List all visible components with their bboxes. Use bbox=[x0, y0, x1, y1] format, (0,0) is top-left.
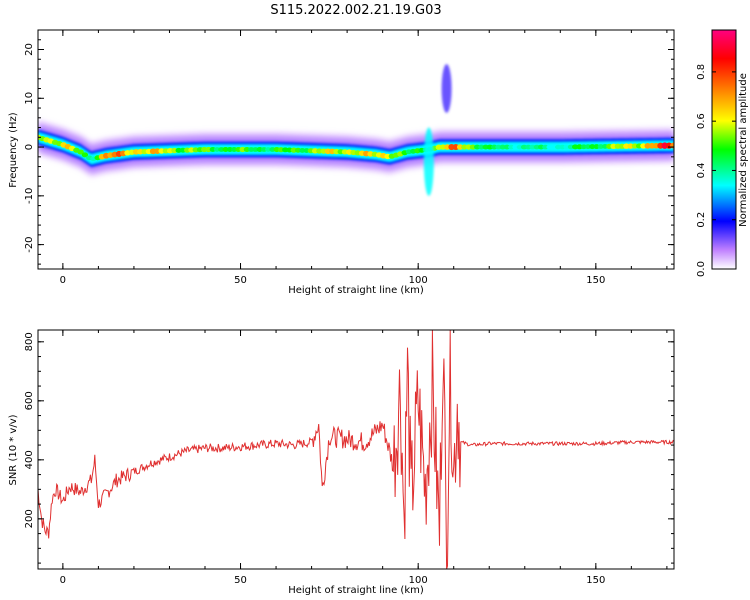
spectrogram-xlabel: Height of straight line (km) bbox=[288, 285, 424, 296]
spectrogram-band-1 bbox=[38, 131, 674, 165]
colorbar-tick-label-4: 0.8 bbox=[696, 64, 707, 80]
colorbar-ticks: 0.0 0.2 0.4 0.6 0.8 bbox=[696, 64, 736, 277]
snr-frame bbox=[37, 329, 675, 570]
spectrogram-ylabel: Frequency (Hz) bbox=[8, 112, 19, 188]
x-tick-label-0: 0 bbox=[60, 275, 66, 286]
y-tick-label-0: 200 bbox=[24, 509, 35, 528]
y-tick-label-3: 10 bbox=[24, 92, 35, 105]
spectrogram-feature-1 bbox=[441, 64, 452, 113]
spectrogram-axes: 0 50 100 150 -20 -10 0 10 20 bbox=[24, 29, 674, 286]
x-tick-label-3: 150 bbox=[586, 275, 605, 286]
snr-panel: 0 50 100 150 200 400 600 800 Height of straight… bbox=[8, 329, 675, 596]
y-tick-label-1: 400 bbox=[24, 450, 35, 469]
snr-axes: 0 50 100 150 200 400 600 800 bbox=[24, 330, 674, 586]
y-tick-label-2: 600 bbox=[24, 391, 35, 410]
snr-series-line bbox=[38, 330, 674, 569]
snr-ylabel: SNR (10 * v/v) bbox=[8, 414, 19, 485]
colorbar-tick-label-0: 0.0 bbox=[696, 261, 707, 277]
x-tick-label-0: 0 bbox=[60, 575, 66, 586]
snr-xlabel: Height of straight line (km) bbox=[288, 585, 424, 596]
x-tick-label-3: 150 bbox=[586, 575, 605, 586]
colorbar-tick-label-2: 0.4 bbox=[696, 162, 707, 178]
colorbar-frame bbox=[711, 29, 737, 270]
colorbar-tick-label-1: 0.2 bbox=[696, 212, 707, 228]
spectrogram-cell bbox=[670, 142, 674, 149]
x-tick-label-1: 50 bbox=[234, 575, 247, 586]
x-tick-label-2: 100 bbox=[409, 575, 428, 586]
spectrogram-cell bbox=[77, 149, 84, 155]
spectrogram-image bbox=[38, 64, 674, 196]
colorbar-gradient bbox=[712, 30, 736, 269]
spectrogram-feature-0 bbox=[423, 127, 434, 196]
spectrogram-panel: 0 50 100 150 -20 -10 0 10 20 Height of straight … bbox=[8, 29, 675, 296]
spectrogram-frame bbox=[37, 29, 675, 270]
spectrogram-cell bbox=[81, 152, 89, 158]
y-tick-label-3: 800 bbox=[24, 332, 35, 351]
y-tick-label-4: 20 bbox=[24, 43, 35, 56]
colorbar-tick-label-3: 0.6 bbox=[696, 113, 707, 129]
colorbar-label: Normalized spectral amplitude bbox=[738, 73, 749, 227]
x-tick-label-2: 100 bbox=[409, 275, 428, 286]
x-tick-label-1: 50 bbox=[234, 275, 247, 286]
figure-title: S115.2022.002.21.19.G03 bbox=[270, 3, 441, 18]
y-tick-label-1: -10 bbox=[24, 188, 35, 204]
colorbar: 0.0 0.2 0.4 0.6 0.8 Normalized spectral ampl… bbox=[696, 29, 749, 277]
y-tick-label-0: -20 bbox=[24, 236, 35, 252]
y-tick-label-2: 0 bbox=[24, 144, 35, 150]
